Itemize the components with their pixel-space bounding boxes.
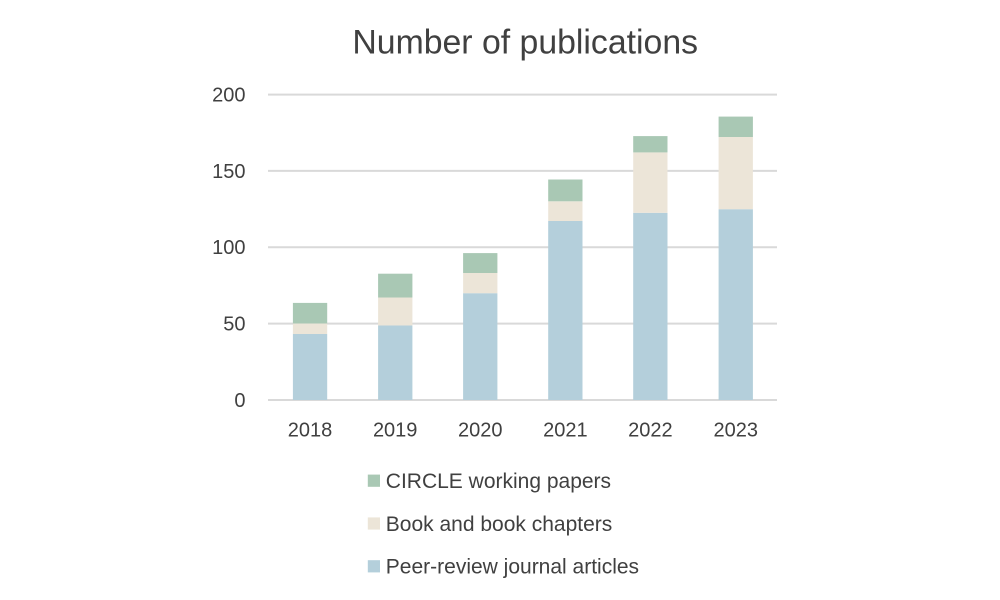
svg-text:Number of publications: Number of publications <box>352 24 698 62</box>
svg-text:150: 150 <box>212 161 245 183</box>
svg-text:Peer-review journal articles: Peer-review journal articles <box>386 556 639 579</box>
svg-text:2018: 2018 <box>288 420 333 442</box>
svg-text:CIRCLE working papers: CIRCLE working papers <box>386 470 611 493</box>
svg-text:100: 100 <box>212 237 245 259</box>
svg-text:2020: 2020 <box>458 420 503 442</box>
svg-text:2021: 2021 <box>543 420 588 442</box>
svg-text:2023: 2023 <box>714 420 759 442</box>
svg-text:50: 50 <box>223 314 245 336</box>
svg-text:2022: 2022 <box>628 420 673 442</box>
svg-text:2019: 2019 <box>373 420 418 442</box>
svg-text:Book and book chapters: Book and book chapters <box>386 513 613 536</box>
svg-text:0: 0 <box>234 390 245 412</box>
svg-text:200: 200 <box>212 85 245 107</box>
